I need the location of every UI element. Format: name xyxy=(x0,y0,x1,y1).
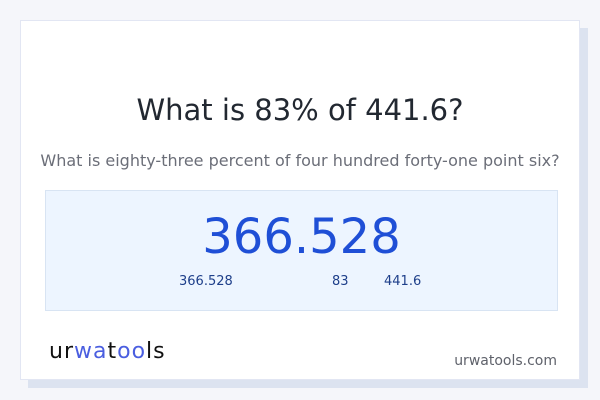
result-value: 366.528 xyxy=(202,209,401,265)
detail-result: 366.528 xyxy=(179,274,233,289)
page-title: What is 83% of 441.6? xyxy=(136,93,464,127)
result-box: 366.528 366.528 83 441.6 xyxy=(45,190,558,311)
urwatools-logo: urwatools xyxy=(49,339,166,364)
detail-percent: 83 xyxy=(332,274,349,289)
page-subtitle: What is eighty-three percent of four hun… xyxy=(40,151,560,170)
result-card: What is 83% of 441.6? What is eighty-thr… xyxy=(20,20,580,380)
detail-base: 441.6 xyxy=(384,274,422,289)
site-url[interactable]: urwatools.com xyxy=(454,353,557,369)
